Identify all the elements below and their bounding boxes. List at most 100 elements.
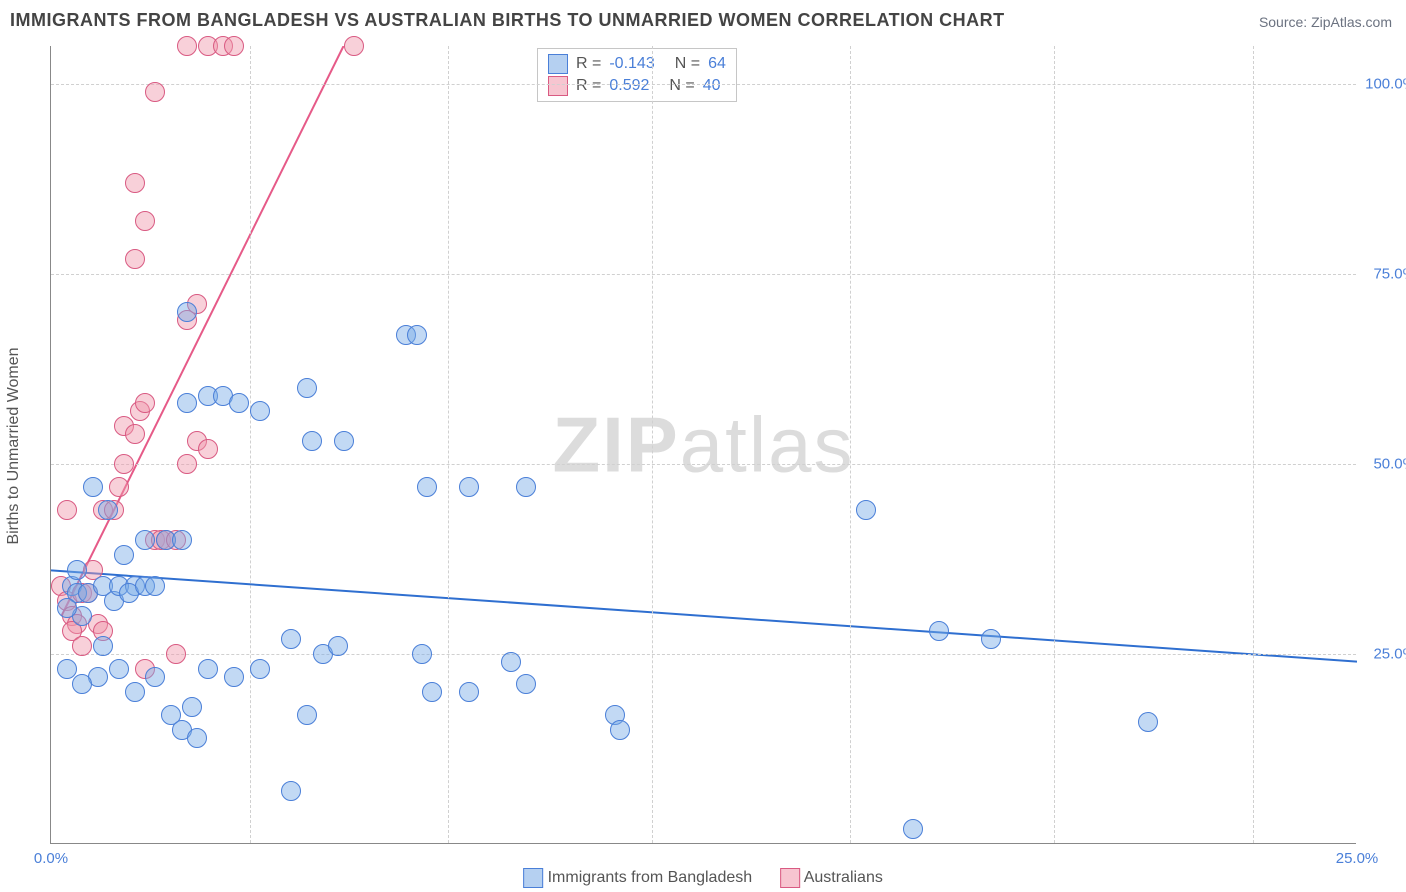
data-point-blue [417, 477, 437, 497]
data-point-blue [250, 659, 270, 679]
source-label: Source: ZipAtlas.com [1259, 14, 1392, 30]
data-point-blue [145, 576, 165, 596]
legend-item: Immigrants from Bangladesh [523, 868, 752, 888]
r-label: R = [576, 75, 601, 97]
data-point-blue [177, 302, 197, 322]
legend-swatch [780, 868, 800, 888]
data-point-blue [459, 682, 479, 702]
data-point-blue [856, 500, 876, 520]
n-value: 64 [708, 53, 726, 75]
gridline-v [250, 46, 251, 843]
y-tick-label: 100.0% [1365, 76, 1406, 93]
chart-container: IMMIGRANTS FROM BANGLADESH VS AUSTRALIAN… [0, 0, 1406, 892]
data-point-blue [67, 560, 87, 580]
data-point-pink [224, 36, 244, 56]
gridline-h [51, 654, 1356, 655]
n-label: N = [675, 53, 700, 75]
legend-item: Australians [780, 868, 883, 888]
y-tick-label: 25.0% [1373, 646, 1406, 663]
stats-legend-row: R =0.592N =40 [548, 75, 726, 97]
data-point-blue [83, 477, 103, 497]
data-point-pink [125, 173, 145, 193]
y-axis-label: Births to Unmarried Women [5, 347, 23, 544]
plot-area: ZIPatlas R =-0.143N =64R =0.592N =40 25.… [50, 46, 1356, 844]
data-point-blue [57, 659, 77, 679]
data-point-blue [281, 781, 301, 801]
r-value: -0.143 [609, 53, 654, 75]
data-point-blue [407, 325, 427, 345]
stats-legend: R =-0.143N =64R =0.592N =40 [537, 48, 737, 102]
data-point-blue [297, 705, 317, 725]
data-point-pink [135, 211, 155, 231]
data-point-blue [610, 720, 630, 740]
data-point-blue [501, 652, 521, 672]
gridline-h [51, 464, 1356, 465]
gridline-v [1054, 46, 1055, 843]
data-point-blue [98, 500, 118, 520]
data-point-pink [135, 393, 155, 413]
x-tick-label: 0.0% [34, 850, 68, 867]
data-point-pink [145, 82, 165, 102]
data-point-blue [224, 667, 244, 687]
data-point-blue [422, 682, 442, 702]
series-legend: Immigrants from Bangladesh Australians [523, 868, 883, 888]
data-point-blue [93, 636, 113, 656]
gridline-h [51, 84, 1356, 85]
gridline-v [652, 46, 653, 843]
data-point-pink [125, 249, 145, 269]
data-point-blue [187, 728, 207, 748]
trend-line-pink [61, 46, 343, 616]
data-point-blue [903, 819, 923, 839]
data-point-blue [182, 697, 202, 717]
data-point-blue [250, 401, 270, 421]
trend-lines [51, 46, 1357, 844]
data-point-pink [109, 477, 129, 497]
y-tick-label: 50.0% [1373, 456, 1406, 473]
data-point-blue [135, 530, 155, 550]
data-point-blue [929, 621, 949, 641]
data-point-pink [166, 644, 186, 664]
y-tick-label: 75.0% [1373, 266, 1406, 283]
data-point-blue [109, 659, 129, 679]
data-point-blue [412, 644, 432, 664]
data-point-pink [344, 36, 364, 56]
data-point-pink [125, 424, 145, 444]
data-point-blue [459, 477, 479, 497]
legend-swatch [523, 868, 543, 888]
x-tick-label: 25.0% [1336, 850, 1379, 867]
data-point-blue [114, 545, 134, 565]
chart-title: IMMIGRANTS FROM BANGLADESH VS AUSTRALIAN… [10, 10, 1005, 31]
data-point-pink [177, 454, 197, 474]
gridline-v [850, 46, 851, 843]
data-point-pink [72, 636, 92, 656]
data-point-blue [125, 682, 145, 702]
stats-legend-row: R = -0.143 N = 64 [548, 53, 726, 75]
n-label: N = [669, 75, 694, 97]
data-point-blue [981, 629, 1001, 649]
gridline-v [1253, 46, 1254, 843]
data-point-blue [177, 393, 197, 413]
r-label: R = [576, 53, 601, 75]
data-point-pink [177, 36, 197, 56]
data-point-blue [57, 598, 77, 618]
data-point-blue [281, 629, 301, 649]
legend-label: Immigrants from Bangladesh [548, 869, 753, 886]
legend-swatch [548, 54, 568, 74]
data-point-blue [172, 530, 192, 550]
data-point-blue [516, 477, 536, 497]
trend-line-blue [51, 570, 1357, 661]
data-point-blue [516, 674, 536, 694]
gridline-h [51, 274, 1356, 275]
n-value: 40 [703, 75, 721, 97]
data-point-blue [198, 659, 218, 679]
data-point-blue [297, 378, 317, 398]
data-point-blue [334, 431, 354, 451]
data-point-pink [57, 500, 77, 520]
data-point-blue [145, 667, 165, 687]
data-point-blue [302, 431, 322, 451]
legend-label: Australians [804, 869, 883, 886]
gridline-v [448, 46, 449, 843]
data-point-pink [198, 439, 218, 459]
data-point-blue [229, 393, 249, 413]
data-point-blue [328, 636, 348, 656]
